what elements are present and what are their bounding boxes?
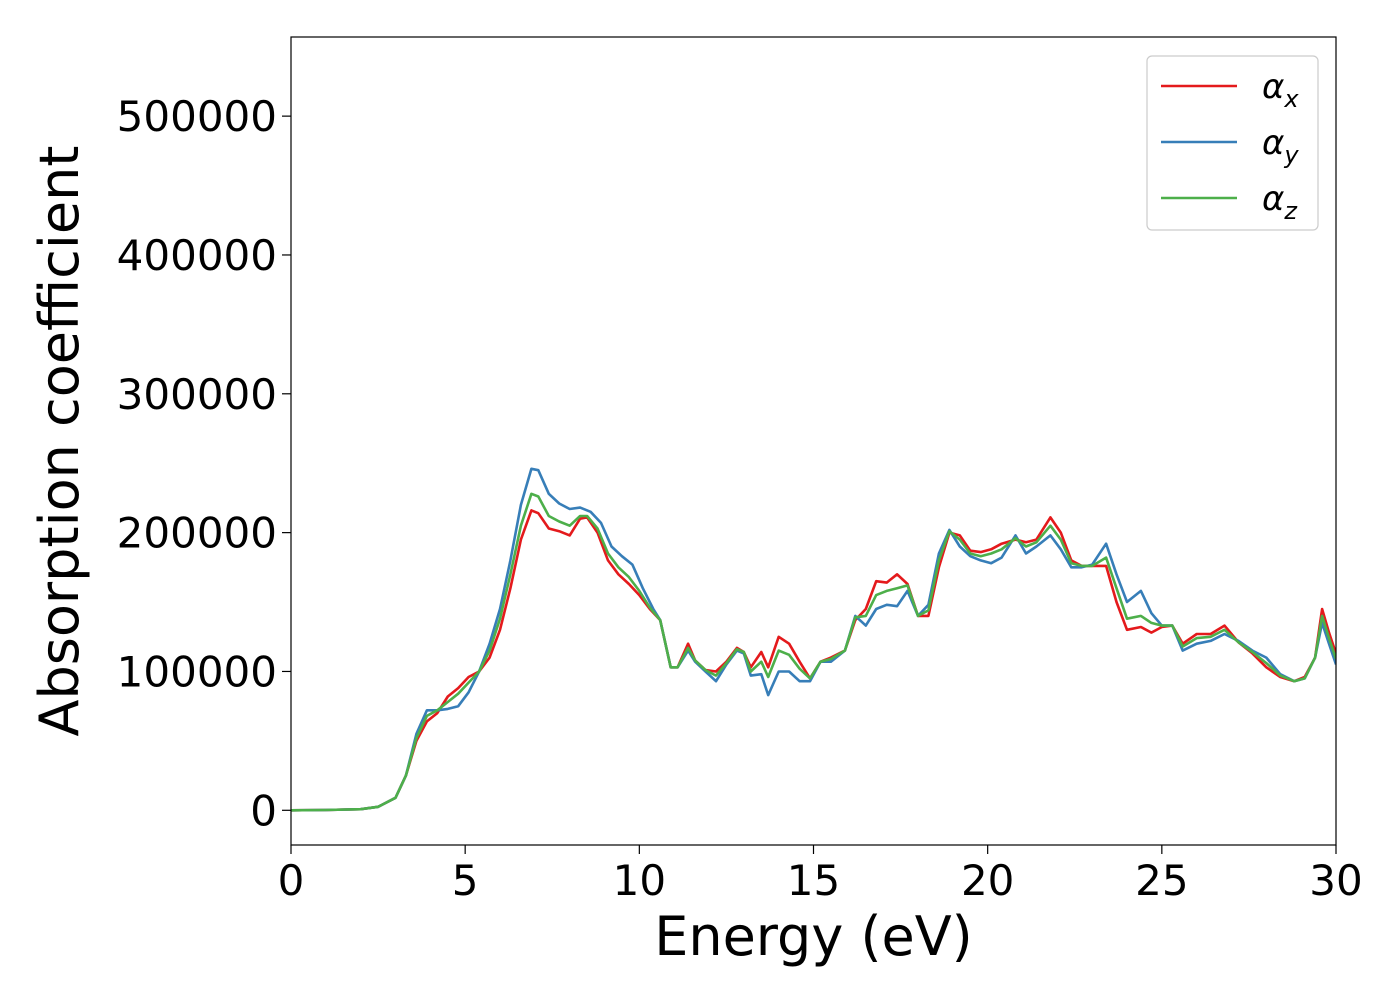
y-axis-ticks: 0 100000 200000 300000 400000 500000	[117, 92, 291, 835]
series-line-x	[291, 509, 1336, 812]
legend-symbol: α	[1262, 123, 1284, 163]
plot-lines	[291, 467, 1336, 812]
x-tick-label: 25	[1135, 856, 1188, 905]
legend-label-x: αx	[1262, 67, 1299, 113]
y-axis-title: Absorption coefficient	[28, 146, 91, 737]
series-line-z	[291, 492, 1336, 812]
legend-subscript: x	[1283, 85, 1299, 113]
legend-subscript: y	[1283, 141, 1299, 169]
legend-symbol: α	[1262, 179, 1284, 219]
legend-subscript: z	[1283, 197, 1298, 225]
y-tick-label: 100000	[117, 647, 277, 696]
x-axis-title: Energy (eV)	[654, 905, 973, 968]
x-tick-label: 30	[1309, 856, 1362, 905]
x-tick-label: 15	[787, 856, 840, 905]
x-tick-label: 10	[613, 856, 666, 905]
x-axis-ticks: 0 5 10 15 20 25 30	[278, 845, 1363, 905]
y-tick-label: 300000	[117, 370, 277, 419]
y-tick-label: 0	[250, 786, 277, 835]
x-tick-label: 5	[452, 856, 479, 905]
x-tick-label: 0	[278, 856, 305, 905]
legend-label-y: αy	[1262, 123, 1299, 169]
x-tick-label: 20	[961, 856, 1014, 905]
y-tick-label: 400000	[117, 231, 277, 280]
y-tick-label: 500000	[117, 92, 277, 141]
y-tick-label: 200000	[117, 509, 277, 558]
legend-label-z: αz	[1262, 179, 1298, 225]
legend-symbol: α	[1262, 67, 1284, 107]
